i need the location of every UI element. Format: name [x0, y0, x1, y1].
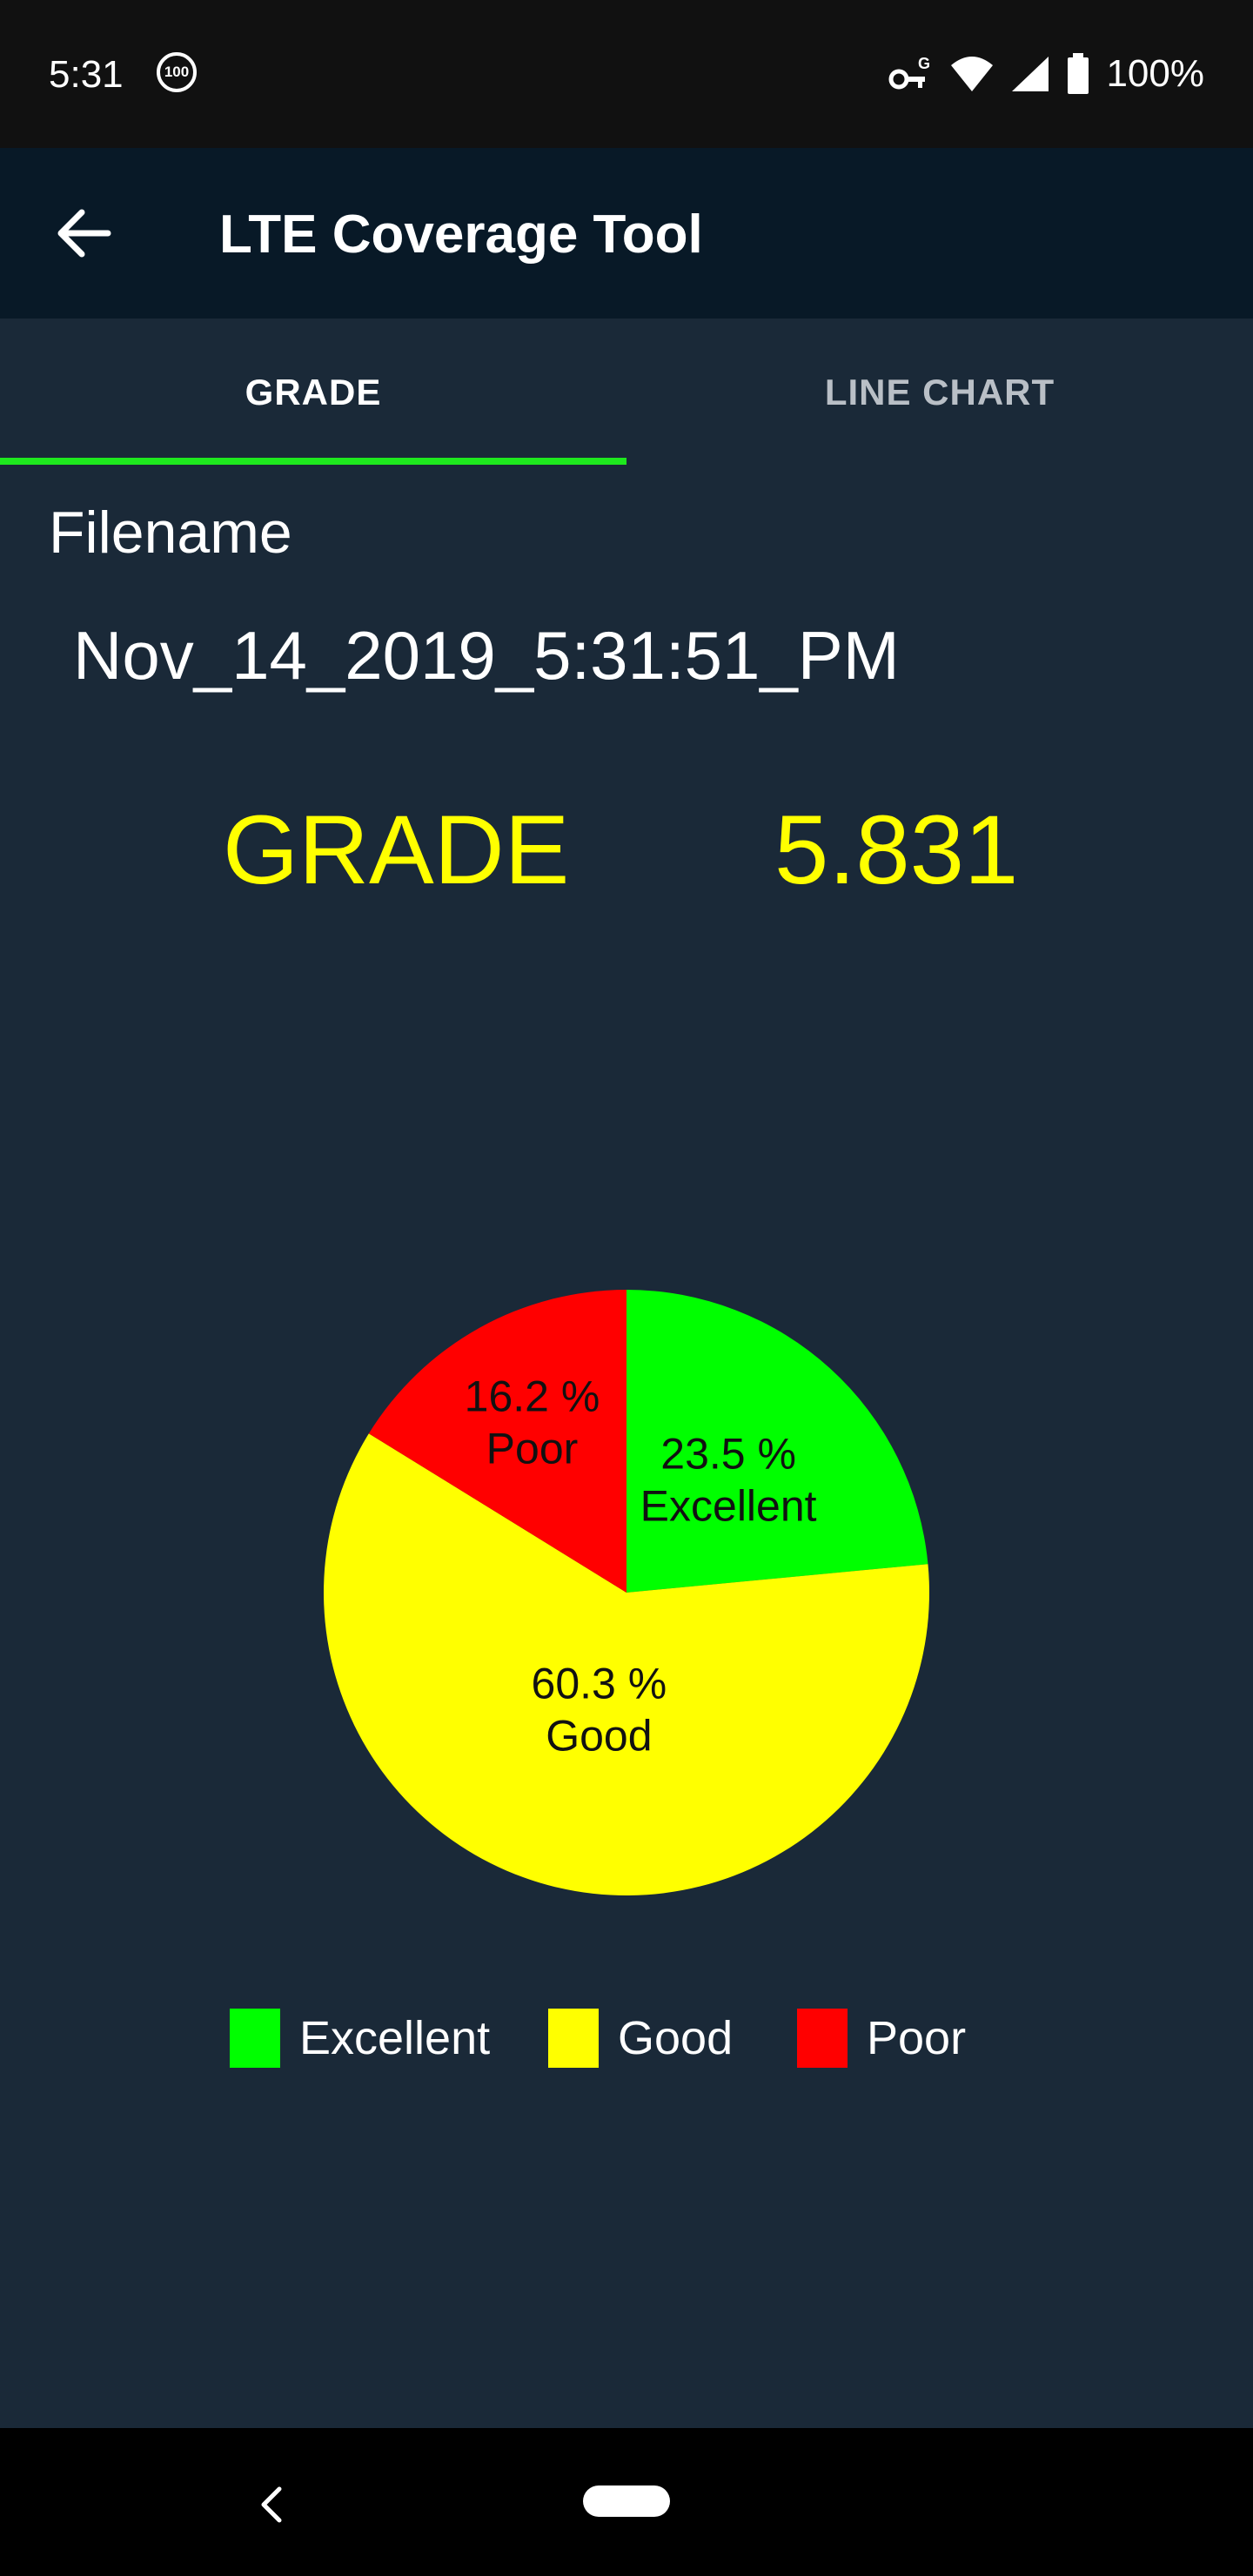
slice-percent-poor: 16.2 %	[465, 1372, 600, 1421]
legend-item-excellent: Excellent	[230, 2007, 490, 2070]
cell-signal-icon	[1012, 57, 1049, 91]
legend-swatch-good	[548, 2009, 599, 2068]
legend-label-good: Good	[618, 2012, 734, 2064]
slice-percent-good: 60.3 %	[532, 1660, 667, 1708]
legend-label-excellent: Excellent	[299, 2012, 491, 2064]
grade-label: GRADE	[223, 795, 570, 904]
nav-back-icon	[261, 2486, 282, 2523]
pie-chart: 23.5 %Excellent 60.3 %Good 16.2 %Poor	[323, 1290, 929, 1895]
arrow-back-icon	[57, 209, 111, 258]
legend-swatch-excellent	[230, 2009, 280, 2068]
svg-text:G: G	[918, 55, 930, 72]
nav-back-button[interactable]	[245, 2470, 298, 2539]
pie-slice-good	[323, 1433, 929, 1895]
slice-percent-excellent: 23.5 %	[660, 1429, 796, 1478]
slice-name-poor: Poor	[486, 1425, 579, 1473]
tab-indicator	[0, 458, 626, 465]
pie-slice-poor	[368, 1290, 626, 1593]
vpn-key-icon: G	[888, 55, 930, 90]
chart-legend: Excellent Good Poor	[0, 2000, 1253, 2078]
slice-name-excellent: Excellent	[640, 1481, 817, 1530]
tab-bar: GRADE LINE CHART	[0, 319, 1253, 466]
slice-name-good: Good	[546, 1712, 652, 1761]
back-button[interactable]	[49, 198, 118, 268]
battery-percent: 100%	[1106, 52, 1204, 95]
status-bar: 5:31 100 G 100%	[0, 0, 1253, 148]
legend-item-good: Good	[548, 2007, 733, 2070]
filename-label: Filename	[49, 500, 292, 566]
grade-value: 5.831	[774, 795, 1019, 904]
app-bar: LTE Coverage Tool	[0, 148, 1253, 319]
battery-icon	[1068, 53, 1089, 94]
legend-label-poor: Poor	[867, 2012, 967, 2064]
navigation-bar	[0, 2428, 1253, 2576]
app-title: LTE Coverage Tool	[219, 205, 703, 265]
home-pill-icon[interactable]	[583, 2485, 670, 2517]
legend-swatch-poor	[797, 2009, 848, 2068]
filename-value: Nov_14_2019_5:31:51_PM	[73, 617, 900, 694]
tab-grade[interactable]: GRADE	[245, 372, 382, 413]
tab-line-chart[interactable]: LINE CHART	[824, 372, 1055, 413]
status-time: 5:31	[49, 53, 124, 96]
status-icons: G 100%	[888, 45, 1204, 103]
notification-badge-icon: 100	[157, 52, 197, 92]
pie-slice-excellent	[626, 1290, 928, 1593]
wifi-icon	[951, 57, 994, 91]
legend-item-poor: Poor	[797, 2007, 966, 2070]
